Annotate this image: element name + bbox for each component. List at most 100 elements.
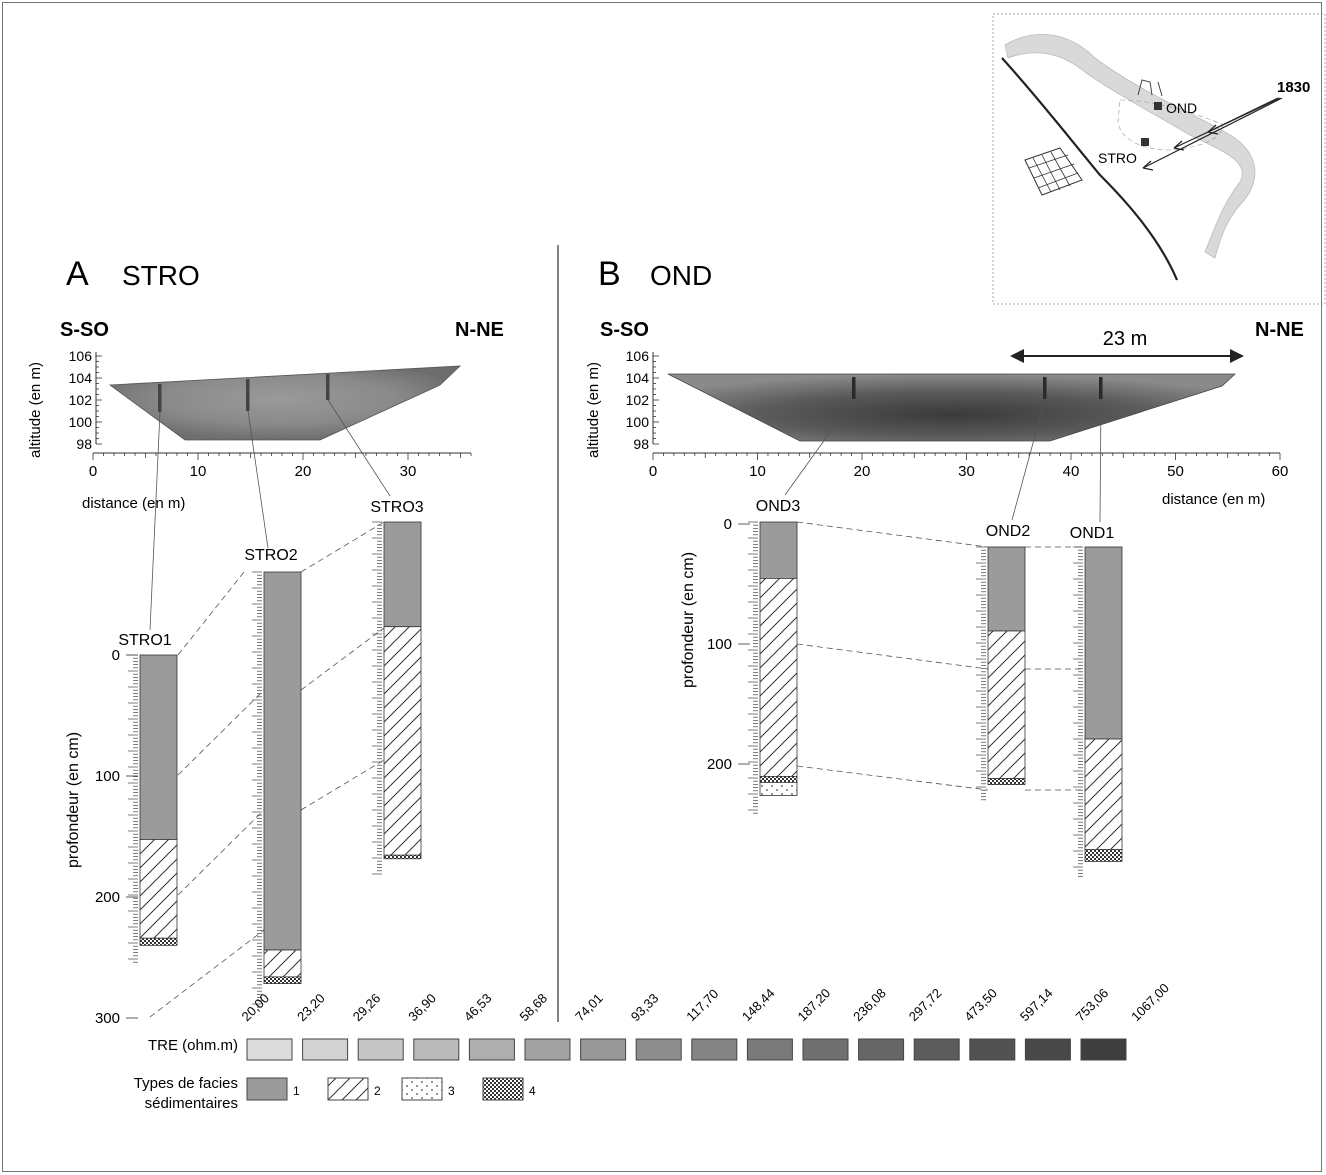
facies-4-unit [383,854,422,860]
distance-tick-label: 10 [190,463,207,480]
facies-2-unit [1084,738,1123,850]
panel-a-distance-label: distance (en m) [82,495,185,512]
panel-b-altitude-label: altitude (en m) [585,362,602,458]
depth-tick-label: 0 [724,516,732,533]
distance-tick-label: 0 [89,463,97,480]
tre-color-scale [246,1038,1127,1061]
facies-swatch-number: 1 [293,1084,300,1098]
facies-legend-label-line1: Types de facies [134,1075,238,1092]
tre-legend-label: TRE (ohm.m) [148,1037,238,1054]
tre-color-swatch [357,1038,404,1061]
location-map: OND STRO 1830 [992,13,1326,305]
facies-4-unit [139,937,178,946]
facies-1-unit [139,654,178,840]
panel-a-cores: STRO1 STRO2 STRO3 [118,499,424,1008]
facies-1-unit [383,521,422,628]
core-position-link [784,398,855,496]
buildings [1137,79,1163,97]
facies-swatch-3 [401,1077,443,1101]
ond2-core-marker [1043,377,1047,399]
panel-b-altitude-axis: 106 104 102 100 98 [626,348,659,452]
depth-tick-label: 0 [112,647,120,664]
panel-a-resistivity-section [108,365,462,441]
river [1004,33,1256,259]
facies-4-unit [1084,849,1123,862]
distance-tick-label: 30 [958,463,975,480]
distance-tick-label: 50 [1167,463,1184,480]
facies-swatch-number: 3 [448,1084,455,1098]
panel-b-direction-left: S-SO [600,319,649,341]
distance-tick-label: 30 [400,463,417,480]
altitude-tick-label: 98 [633,436,649,452]
core-position-link [247,410,269,549]
facies-1-unit [1084,546,1123,740]
distance-tick-label: 60 [1272,463,1289,480]
map-year-label: 1830 [1277,79,1310,96]
tre-color-swatch [858,1038,905,1061]
core-label: STRO3 [370,499,423,516]
panel-a-title: STRO [122,260,200,291]
distance-tick-label: 20 [295,463,312,480]
marsh-area [1117,99,1223,151]
panel-a-direction-left: S-SO [60,319,109,341]
depth-tick-label: 100 [707,636,732,653]
altitude-tick-label: 98 [76,436,92,452]
facies-legend: 1 2 3 4 [246,1077,536,1101]
panel-a-distance-axis: 0 10 20 30 [89,452,472,480]
correlation-line [796,765,989,791]
correlation-line [300,521,385,573]
tre-color-swatch [246,1038,293,1061]
correlation-line [300,627,385,691]
correlation-line [149,929,265,1018]
year-arrows [1142,97,1283,171]
distance-tick-label: 0 [649,463,657,480]
facies-swatch-2 [327,1077,369,1101]
depth-tick-label: 300 [95,1010,120,1027]
ond3-core-marker [852,377,856,399]
altitude-tick-label: 106 [626,348,650,364]
distance-tick-label: 10 [749,463,766,480]
altitude-tick-label: 104 [69,370,93,386]
altitude-tick-label: 106 [69,348,93,364]
tre-color-swatch [635,1038,682,1061]
panel-b-resistivity-section [667,373,1237,442]
core-position-link [1011,398,1046,521]
village-grid [1024,147,1083,196]
tre-color-swatch [969,1038,1016,1061]
facies-4-unit [987,778,1026,785]
ond1-core-marker [1099,377,1103,399]
facies-2-unit [263,949,302,978]
facies-1-unit [759,521,798,579]
correlation-line [177,571,245,656]
tre-color-swatch [913,1038,960,1061]
panel-b: B OND S-SO N-NE 23 m altitude (en m) 106… [585,255,1304,877]
panel-a-core-links [149,399,391,1018]
facies-swatch-number: 2 [374,1084,381,1098]
panel-a: A STRO S-SO N-NE altitude (en m) 1061041… [27,255,504,1027]
panel-a-letter: A [66,255,89,293]
core-ond3: OND3 [748,498,800,814]
tre-color-swatch [413,1038,460,1061]
panel-b-cores: OND3 OND2 OND1 [748,498,1123,877]
panel-b-depth-label: profondeur (en cm) [680,552,697,688]
panel-b-distance-axis: 0 10 20 30 40 50 60 [649,452,1289,480]
altitude-tick-label: 102 [69,392,93,408]
panel-a-depth-axis: 0 100 200 300 [95,647,138,1027]
facies-2-unit [383,626,422,856]
correlation-line [796,521,989,548]
facies-swatch-1 [246,1077,288,1101]
tre-color-swatch [802,1038,849,1061]
span-arrow-right-head [1230,349,1244,363]
core-stro3: STRO3 [370,499,424,875]
tre-color-swatch [1024,1038,1071,1061]
tre-color-swatch [468,1038,515,1061]
core-stro2: STRO2 [244,547,302,1008]
core-stro1: STRO1 [118,632,178,963]
core-ond2: OND2 [976,523,1030,801]
facies-legend-label-line2: sédimentaires [145,1095,238,1112]
stro3-core-marker [326,374,330,400]
depth-tick-label: 200 [95,889,120,906]
facies-3-unit [759,782,798,797]
